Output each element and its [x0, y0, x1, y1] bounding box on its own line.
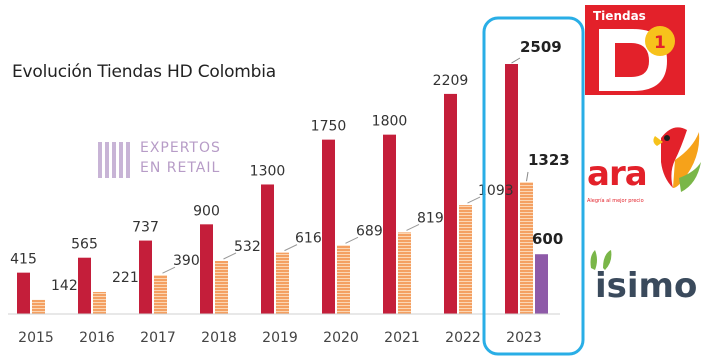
label-ara-2017: 390	[173, 253, 200, 269]
label-ara-2016: 221	[112, 270, 139, 286]
label-d1-2016: 565	[71, 237, 98, 253]
d1-logo-label: Tiendas	[593, 9, 646, 23]
leader-ara-2023	[526, 171, 529, 182]
x-tick-2020: 2020	[323, 330, 359, 346]
leader-ara-2018	[223, 252, 237, 260]
bar-ara-2020	[337, 245, 350, 314]
chart-title: Evolución Tiendas HD Colombia	[12, 62, 277, 82]
leader-ara-2019	[284, 244, 298, 252]
bar-d1-2018	[200, 224, 213, 314]
d1-logo-icon: 1	[585, 5, 685, 95]
highlight-box-2023	[482, 16, 585, 356]
label-d1-2019: 1300	[250, 163, 286, 179]
ara-logo-tagline: Alegría al mejor precio	[587, 198, 644, 204]
bar-d1-2016	[78, 257, 91, 314]
ara-logo-text: ara	[587, 154, 648, 194]
label-ara-2018: 532	[234, 239, 261, 255]
leader-ara-2017	[162, 266, 176, 274]
leader-ara-2022	[467, 196, 481, 204]
label-ara-2015: 142	[51, 278, 78, 294]
x-tick-2022: 2022	[445, 330, 481, 346]
bar-ara-2021	[398, 232, 411, 314]
isimo-logo-text: isimo	[595, 266, 698, 306]
label-isimo-2023: 600	[532, 230, 563, 248]
svg-text:1: 1	[654, 33, 666, 53]
label-d1-2020: 1750	[311, 119, 347, 135]
isimo-leaf-icon	[590, 250, 612, 270]
label-ara-2020: 689	[356, 223, 383, 239]
leader-ara-2021	[406, 223, 420, 231]
leader-d1-2023	[511, 57, 521, 64]
logo-ara: ara Alegría al mejor precio	[583, 118, 703, 208]
bar-d1-2015	[17, 272, 30, 314]
bar-ara-2023	[520, 182, 533, 314]
bar-d1-2023	[505, 64, 518, 315]
x-tick-2018: 2018	[201, 330, 237, 346]
bar-isimo-2023	[535, 254, 548, 314]
watermark-stripes-icon	[98, 142, 130, 178]
watermark-line-1: EXPERTOS	[140, 140, 221, 156]
bar-d1-2017	[139, 240, 152, 314]
x-tick-2015: 2015	[18, 330, 54, 346]
logo-isimo: isimo	[585, 248, 710, 308]
bar-ara-2019	[276, 252, 289, 314]
bar-d1-2020	[322, 139, 335, 314]
bar-d1-2021	[383, 134, 396, 314]
label-d1-2021: 1800	[372, 114, 408, 130]
bar-ara-2022	[459, 205, 472, 314]
x-tick-2021: 2021	[384, 330, 420, 346]
bar-d1-2019	[261, 184, 274, 314]
label-ara-2021: 819	[417, 210, 444, 226]
bar-d1-2022	[444, 93, 457, 314]
parrot-icon	[653, 127, 701, 192]
logo-d1: 1 Tiendas	[585, 5, 685, 95]
label-ara-2022: 1093	[478, 183, 514, 199]
watermark-line-2: EN RETAIL	[140, 160, 221, 176]
label-d1-2023: 2509	[520, 38, 562, 56]
bar-ara-2015	[32, 299, 45, 314]
label-d1-2015: 415	[10, 252, 37, 268]
label-d1-2022: 2209	[433, 73, 469, 89]
label-d1-2017: 737	[132, 220, 159, 236]
bar-ara-2017	[154, 275, 167, 314]
bar-ara-2018	[215, 260, 228, 314]
label-d1-2018: 900	[193, 203, 220, 219]
leader-ara-2020	[345, 236, 359, 244]
label-ara-2019: 616	[295, 231, 322, 247]
label-ara-2023: 1323	[528, 151, 570, 169]
bar-ara-2016	[93, 291, 106, 314]
x-tick-2017: 2017	[140, 330, 176, 346]
x-tick-2016: 2016	[79, 330, 115, 346]
watermark: EXPERTOS EN RETAIL	[96, 140, 236, 184]
x-tick-2019: 2019	[262, 330, 298, 346]
x-tick-2023: 2023	[506, 330, 542, 346]
